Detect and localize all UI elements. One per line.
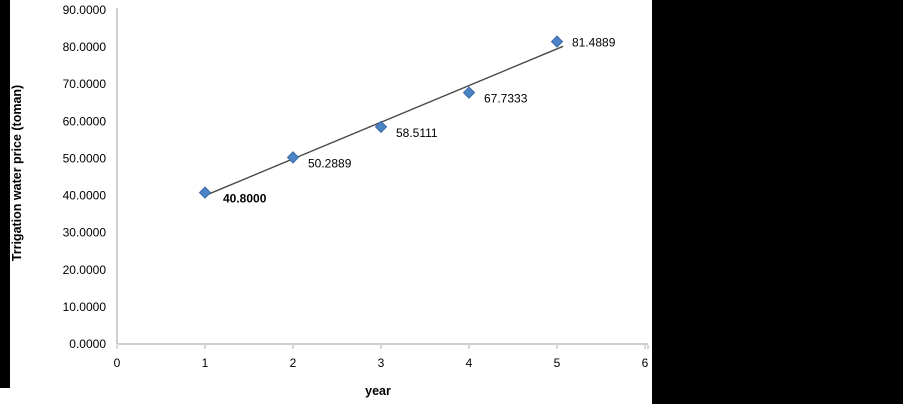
x-tick-label: 0 (114, 356, 121, 370)
x-tick-label: 1 (202, 356, 209, 370)
y-tick-label: 60.0000 (63, 114, 107, 128)
y-tick-label: 80.0000 (63, 40, 107, 54)
x-tick-label: 4 (466, 356, 473, 370)
x-tick-label: 2 (290, 356, 297, 370)
y-tick-label: 90.0000 (63, 3, 107, 17)
data-point-marker (286, 151, 300, 164)
y-tick-label: 0.0000 (69, 337, 106, 351)
x-tick-label: 6 (642, 356, 649, 370)
data-point-marker (462, 86, 476, 99)
data-point-marker (198, 186, 212, 199)
trendline (204, 45, 564, 197)
x-axis-title: year (365, 384, 391, 398)
data-point-marker (374, 120, 388, 134)
y-tick-label: 10.0000 (63, 300, 107, 314)
y-tick-label: 40.0000 (63, 189, 107, 203)
data-point-label: 40.8000 (223, 192, 267, 206)
y-tick-label: 30.0000 (63, 226, 107, 240)
y-axis-title: Trrigation water price (toman) (10, 84, 24, 262)
y-tick-label: 50.0000 (63, 151, 107, 165)
data-point-label: 67.7333 (484, 92, 528, 106)
data-point-label: 50.2889 (308, 156, 352, 170)
x-tick-label: 3 (378, 356, 385, 370)
x-tick-label: 5 (554, 356, 561, 370)
right-black-panel (652, 0, 903, 404)
y-tick-label: 70.0000 (63, 77, 107, 91)
data-point-label: 81.4889 (572, 36, 616, 50)
y-tick-label: 20.0000 (63, 263, 107, 277)
data-point-label: 58.5111 (396, 126, 438, 140)
data-point-marker (550, 35, 564, 48)
left-black-bar (0, 0, 10, 388)
